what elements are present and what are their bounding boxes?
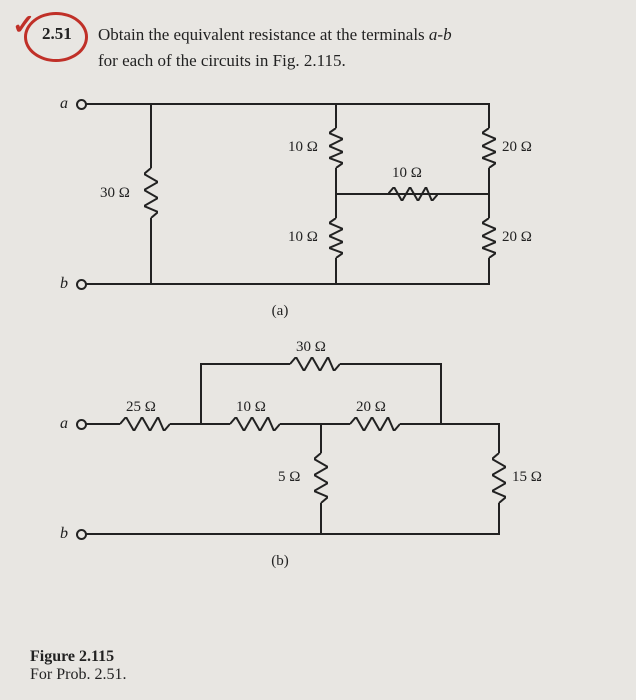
resistor-30: [144, 168, 158, 218]
resistor-10-bot: [329, 218, 343, 258]
wire: [320, 423, 350, 425]
label-r15-b: 15 Ω: [512, 469, 542, 486]
wire: [335, 103, 337, 128]
label-r10-bot-a: 10 Ω: [288, 229, 318, 246]
terminal-b-label-a: b: [60, 275, 68, 293]
label-r10-b: 10 Ω: [236, 399, 266, 416]
wire: [440, 363, 442, 425]
wire: [488, 168, 490, 193]
wire: [320, 503, 322, 533]
wire: [86, 103, 490, 105]
label-r30-a: 30 Ω: [100, 185, 130, 202]
problem-header: ✓ 2.51 Obtain the equivalent resistance …: [30, 20, 606, 73]
label-r10-top-a: 10 Ω: [288, 139, 318, 156]
wire: [336, 193, 388, 195]
label-r10-mid-a: 10 Ω: [392, 165, 422, 182]
circuits: a b 30 Ω 10 Ω 10 Ω 10 Ω 20 Ω 20 Ω (: [40, 103, 600, 633]
problem-text: Obtain the equivalent resistance at the …: [98, 20, 452, 73]
wire: [150, 218, 152, 283]
resistor-10-b: [230, 417, 280, 431]
wire: [488, 258, 490, 283]
problem-text-1: Obtain the equivalent resistance at the …: [98, 25, 429, 44]
figure-caption: Figure 2.115 For Prob. 2.51.: [30, 648, 126, 684]
resistor-15: [492, 453, 506, 503]
wire: [335, 168, 337, 193]
wire: [150, 103, 152, 168]
resistor-30-b: [290, 357, 340, 371]
wire: [488, 103, 490, 128]
resistor-25: [120, 417, 170, 431]
wire: [170, 423, 200, 425]
wire: [498, 503, 500, 533]
label-r20-bot-a: 20 Ω: [502, 229, 532, 246]
circuit-b-label: (b): [260, 553, 300, 570]
terminal-a-label-a: a: [60, 95, 68, 113]
wire: [200, 423, 230, 425]
resistor-20-bot: [482, 218, 496, 258]
resistor-5: [314, 453, 328, 503]
resistor-10-top: [329, 128, 343, 168]
resistor-20-top: [482, 128, 496, 168]
figure-title: Figure 2.115: [30, 648, 126, 666]
wire: [335, 258, 337, 283]
label-r5-b: 5 Ω: [278, 469, 300, 486]
wire: [400, 423, 442, 425]
wire: [335, 193, 337, 218]
wire: [440, 423, 500, 425]
wire: [488, 193, 490, 218]
label-r20-top-a: 20 Ω: [502, 139, 532, 156]
resistor-20-b: [350, 417, 400, 431]
wire: [200, 363, 202, 425]
wire: [86, 423, 120, 425]
wire: [438, 193, 490, 195]
circuit-a-label: (a): [260, 303, 300, 320]
wire: [498, 423, 500, 453]
wire: [280, 423, 320, 425]
wire: [86, 283, 490, 285]
problem-text-2: for each of the circuits in Fig. 2.115.: [98, 51, 346, 70]
label-r25-b: 25 Ω: [126, 399, 156, 416]
label-r30-b: 30 Ω: [296, 339, 326, 356]
figure-subtitle: For Prob. 2.51.: [30, 666, 126, 684]
resistor-10-mid: [388, 187, 438, 201]
terminal-b-label-b: b: [60, 525, 68, 543]
terminal-a-label-b: a: [60, 415, 68, 433]
wire: [320, 423, 322, 453]
problem-number: 2.51: [42, 24, 72, 44]
problem-terminals: a-b: [429, 25, 452, 44]
wire: [340, 363, 440, 365]
problem-number-wrap: ✓ 2.51: [30, 20, 86, 68]
label-r20-b: 20 Ω: [356, 399, 386, 416]
wire: [86, 533, 500, 535]
wire: [200, 363, 290, 365]
